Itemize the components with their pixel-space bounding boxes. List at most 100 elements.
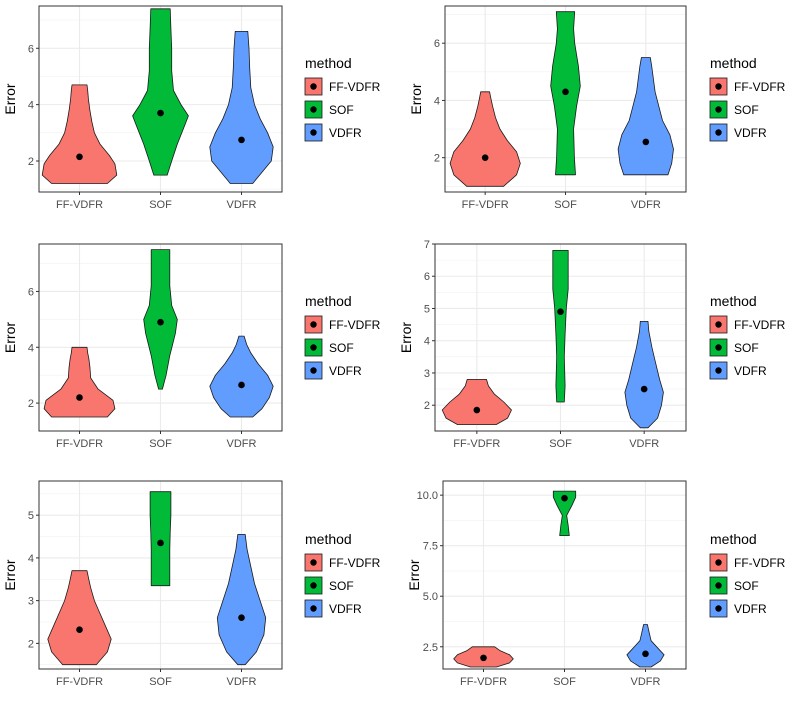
legend-label: FF-VDFR xyxy=(734,318,786,332)
y-tick-label: 6 xyxy=(424,271,430,283)
legend-title: method xyxy=(305,293,352,309)
x-tick-label: SOF xyxy=(149,199,172,211)
legend-label: SOF xyxy=(329,103,354,117)
legend-key-point xyxy=(715,321,722,328)
chart-panel-1: 2 4 6 FF-VDFR SOF VDFR Error method FF-VDFR SOF VD… xyxy=(2,5,381,211)
violin-ff-vdfr xyxy=(41,84,118,184)
y-tick-label: 5 xyxy=(424,303,430,315)
y-tick-label: 4 xyxy=(28,100,34,112)
legend-label: FF-VDFR xyxy=(329,80,381,94)
mean-point-vdfr xyxy=(238,381,245,389)
mean-point-ff-vdfr xyxy=(76,394,83,401)
legend: method FF-VDFR SOF VDFR xyxy=(709,293,786,380)
x-tick-label: FF-VDFR xyxy=(56,676,103,688)
y-tick-label: 2 xyxy=(424,400,430,412)
x-tick-label: FF-VDFR xyxy=(462,199,509,211)
y-tick-label: 10.0 xyxy=(417,490,438,502)
y-axis-label: Error xyxy=(2,83,18,114)
y-axis-label: Error xyxy=(398,322,414,353)
mean-point-vdfr xyxy=(642,650,649,658)
mean-point-sof xyxy=(157,318,164,326)
x-tick-label: SOF xyxy=(554,199,577,211)
violin-vdfr xyxy=(209,335,274,418)
mean-point-sof xyxy=(561,494,568,502)
legend-label: FF-VDFR xyxy=(734,80,786,94)
legend-title: method xyxy=(710,55,757,71)
legend-label: SOF xyxy=(734,103,759,117)
y-tick-label: 4 xyxy=(424,336,430,348)
mean-point-ff-vdfr xyxy=(481,154,489,161)
y-tick-label: 6 xyxy=(28,43,34,55)
legend-key-point xyxy=(715,605,722,612)
legend-key-point xyxy=(715,83,722,90)
mean-point-ff-vdfr xyxy=(76,626,83,633)
violin-ff-vdfr xyxy=(47,570,112,666)
x-tick-label: VDFR xyxy=(631,199,661,211)
legend-key-point xyxy=(310,129,317,136)
mean-point-vdfr xyxy=(642,138,650,146)
legend-title: method xyxy=(710,531,757,547)
y-tick-label: 5 xyxy=(28,510,34,522)
y-tick-label: 3 xyxy=(28,596,34,608)
legend-key-point xyxy=(715,344,722,351)
violin-sof xyxy=(552,490,577,536)
x-tick-label: FF-VDFR xyxy=(56,199,103,211)
x-tick-label: VDFR xyxy=(227,438,257,450)
x-tick-label: SOF xyxy=(549,438,572,450)
violin-sof xyxy=(132,8,189,176)
y-tick-label: 2.5 xyxy=(423,642,438,654)
x-tick-label: VDFR xyxy=(227,199,257,211)
y-tick-label: 2 xyxy=(28,398,34,410)
y-tick-label: 5.0 xyxy=(423,591,438,603)
legend-key-point xyxy=(310,582,317,589)
legend-label: FF-VDFR xyxy=(329,556,381,570)
chart-panel-2: 2 4 6 FF-VDFR SOF VDFR Error method FF-VDFR SOF VD… xyxy=(408,5,786,211)
chart-panel-3: 2 4 6 FF-VDFR SOF VDFR Error method FF-VDFR SOF VD… xyxy=(2,243,381,450)
y-tick-label: 6 xyxy=(28,286,34,298)
legend-key-point xyxy=(715,559,722,566)
legend-key-point xyxy=(715,129,722,136)
mean-point-ff-vdfr xyxy=(473,406,481,414)
x-tick-label: VDFR xyxy=(631,676,661,688)
x-tick-label: FF-VDFR xyxy=(56,438,103,450)
x-tick-label: SOF xyxy=(553,676,576,688)
x-tick-label: VDFR xyxy=(227,676,257,688)
violin-vdfr xyxy=(617,57,674,176)
legend-label: FF-VDFR xyxy=(329,318,381,332)
y-tick-label: 2 xyxy=(28,638,34,650)
legend-key-point xyxy=(310,559,317,566)
legend: method FF-VDFR SOF VDFR xyxy=(304,531,381,618)
violin-vdfr xyxy=(209,31,274,184)
legend-title: method xyxy=(305,55,352,71)
y-tick-label: 3 xyxy=(424,368,430,380)
violin-sof xyxy=(149,491,172,587)
y-tick-label: 2 xyxy=(28,156,34,168)
y-axis-label: Error xyxy=(2,559,18,590)
chart-panel-6: 2.5 5.0 7.5 10.0 FF-VDFR SOF VDFR Error method FF… xyxy=(406,480,786,688)
legend-key-point xyxy=(310,83,317,90)
legend-key-point xyxy=(310,344,317,351)
legend-label: SOF xyxy=(734,579,759,593)
violin-ff-vdfr xyxy=(449,91,521,187)
legend-label: SOF xyxy=(329,579,354,593)
y-axis-label: Error xyxy=(2,322,18,353)
legend-title: method xyxy=(305,531,352,547)
legend-label: VDFR xyxy=(734,364,767,378)
legend-label: SOF xyxy=(329,341,354,355)
y-tick-label: 4 xyxy=(434,95,440,107)
legend: method FF-VDFR SOF VDFR xyxy=(709,531,786,618)
legend: method FF-VDFR SOF VDFR xyxy=(304,293,381,380)
y-tick-label: 4 xyxy=(28,342,34,354)
y-tick-label: 7.5 xyxy=(423,541,438,553)
x-tick-label: FF-VDFR xyxy=(460,676,507,688)
x-tick-label: FF-VDFR xyxy=(453,438,500,450)
legend-title: method xyxy=(710,293,757,309)
x-tick-label: SOF xyxy=(149,438,172,450)
violin-ff-vdfr xyxy=(441,379,512,425)
mean-point-vdfr xyxy=(640,385,648,393)
y-tick-label: 4 xyxy=(28,553,34,565)
violin-vdfr xyxy=(216,534,267,666)
y-axis-label: Error xyxy=(406,559,422,590)
violin-vdfr xyxy=(624,321,664,429)
